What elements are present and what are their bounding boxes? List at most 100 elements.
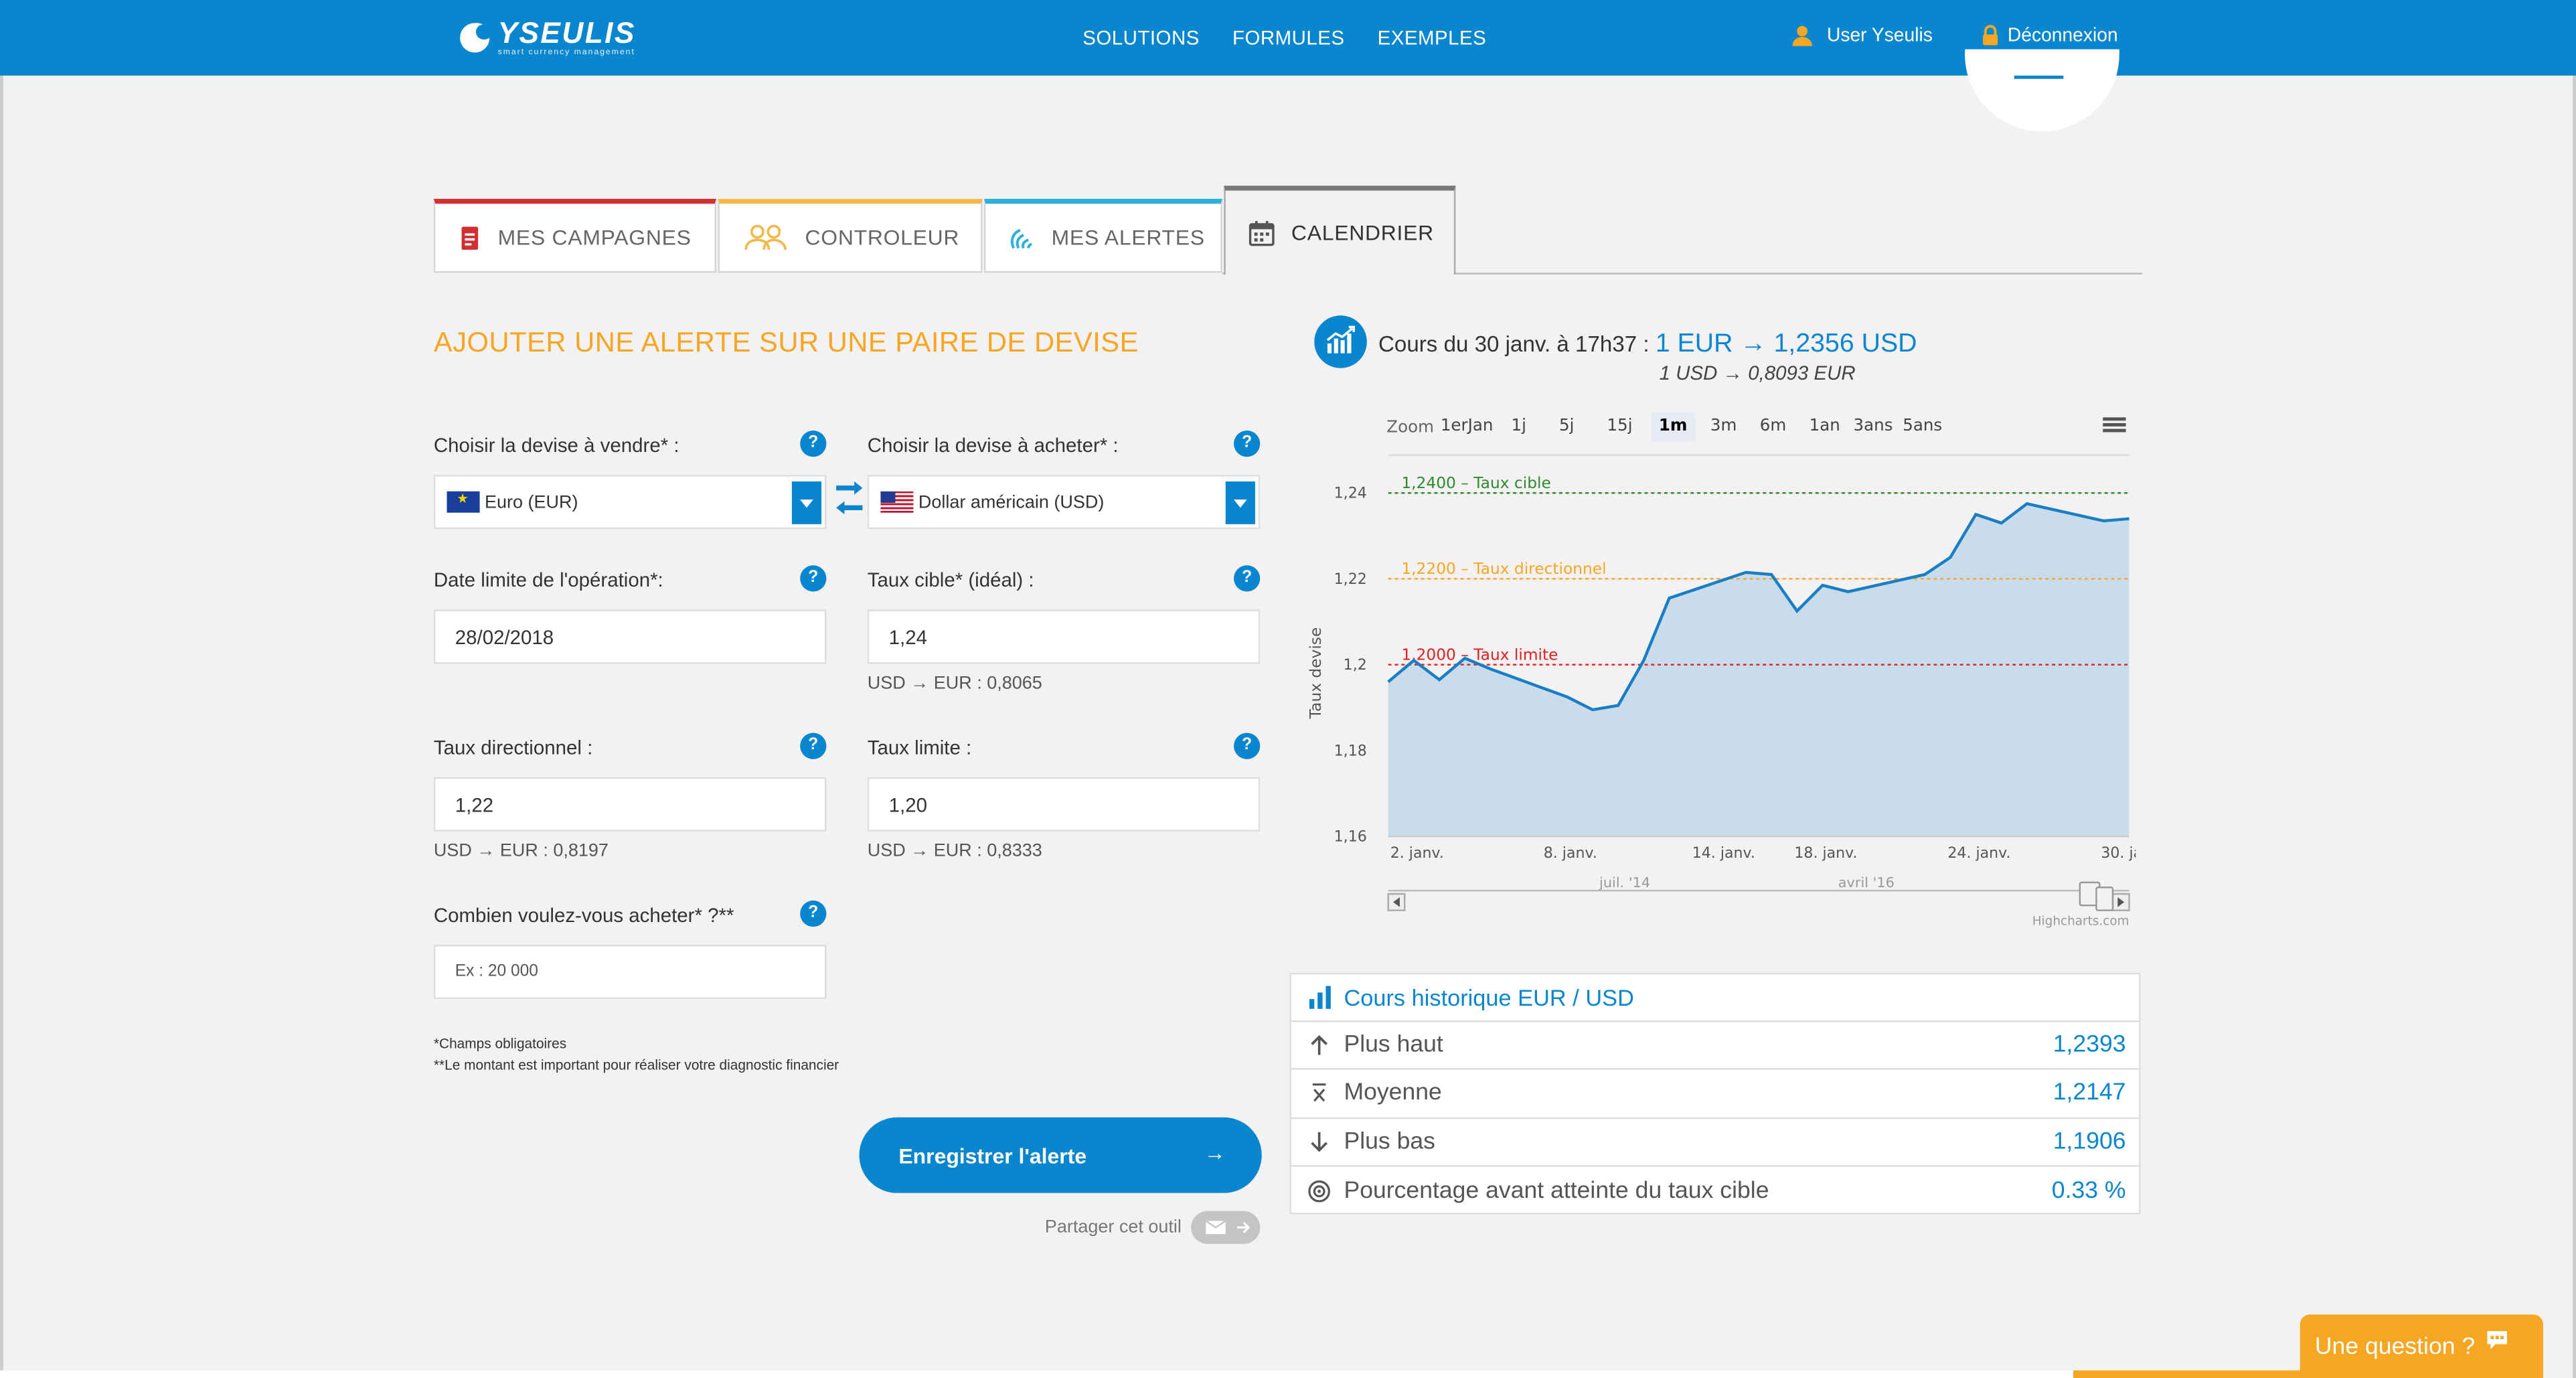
sell-currency-value: Euro (EUR) — [484, 492, 578, 512]
us-flag-icon — [880, 491, 914, 513]
question-label: Une question ? — [2314, 1333, 2476, 1360]
date-label: Date limite de l'opération*: — [433, 568, 663, 592]
nav-formules[interactable]: FORMULES — [1232, 26, 1345, 50]
chevron-down-icon[interactable] — [1225, 481, 1255, 524]
arrow-right-icon: → — [1204, 1140, 1226, 1165]
x-tick-label: 14. janv. — [1692, 845, 1755, 862]
stats-header: Cours historique EUR / USD — [1291, 974, 2140, 1022]
navigator-left-arrow-glyph — [1393, 897, 1400, 907]
lock-icon — [1983, 25, 1998, 46]
mean-icon — [1307, 1082, 1330, 1105]
zoom-6m[interactable]: 6m — [1759, 417, 1787, 436]
arrow-up-icon — [1307, 1034, 1330, 1057]
target-rate-conversion: USD → EUR : 0,8065 — [867, 674, 1042, 694]
tab-controleur-label: CONTROLEUR — [805, 225, 960, 250]
stats-label: Plus bas — [1344, 1128, 1435, 1155]
logout-label: Déconnexion — [2007, 25, 2118, 46]
zoom-1erjan[interactable]: 1erJan — [1440, 417, 1494, 436]
user-menu[interactable]: User Yseulis — [1791, 25, 1933, 48]
target-rate-input[interactable]: 1,24 — [867, 609, 1261, 664]
logo-tagline: smart currency management — [497, 48, 635, 58]
stats-value: 0.33 % — [2051, 1177, 2126, 1204]
x-tick-label: 8. janv. — [1544, 845, 1597, 862]
share-tool[interactable]: Partager cet outil — [1045, 1211, 1261, 1244]
rate-main: 1 EUR → 1,2356 USD — [1655, 330, 1917, 358]
buy-currency-select[interactable]: Dollar américain (USD) — [867, 475, 1261, 530]
limit-rate-input[interactable]: 1,20 — [867, 777, 1261, 832]
zoom-1j[interactable]: 1j — [1511, 417, 1526, 436]
chevron-down-icon[interactable] — [791, 481, 822, 524]
share-toggle[interactable] — [1191, 1211, 1261, 1244]
help-directional-icon[interactable]: ? — [800, 733, 827, 759]
directional-rate-conversion: USD → EUR : 0,8197 — [433, 841, 609, 861]
bottom-accent-strip — [2073, 1370, 2304, 1378]
document-icon — [459, 224, 481, 250]
amount-input[interactable]: Ex : 20 000 — [433, 945, 827, 1000]
save-alert-button[interactable]: Enregistrer l'alerte → — [859, 1117, 1262, 1193]
zoom-1an[interactable]: 1an — [1809, 417, 1840, 436]
amount-label: Combien voulez-vous acheter* ?** — [433, 903, 734, 927]
y-tick-label: 1,24 — [1334, 485, 1367, 502]
signal-icon — [1009, 224, 1035, 250]
tabs-underline — [1222, 273, 2143, 275]
historical-stats-table: Cours historique EUR / USD Plus haut 1,2… — [1289, 972, 2141, 1215]
logo-name: YSEULIS — [497, 16, 636, 50]
zoom-5j[interactable]: 5j — [1558, 417, 1575, 436]
help-buy-icon[interactable]: ? — [1234, 430, 1261, 457]
help-limit-icon[interactable]: ? — [1234, 733, 1261, 759]
bar-chart-icon — [1309, 986, 1331, 1009]
help-date-icon[interactable]: ? — [800, 565, 827, 592]
target-icon — [1307, 1179, 1330, 1202]
logout-link[interactable]: Déconnexion — [1982, 25, 2118, 46]
chat-bubble-icon — [2486, 1330, 2506, 1349]
stats-label: Moyenne — [1344, 1080, 1442, 1107]
logo-mark-icon — [457, 19, 493, 56]
directional-rate-input[interactable]: 1,22 — [433, 777, 827, 832]
arrow-down-icon — [1307, 1130, 1330, 1153]
help-amount-icon[interactable]: ? — [800, 900, 827, 927]
tab-calendrier[interactable]: CALENDRIER — [1224, 185, 1456, 275]
zoom-5ans[interactable]: 5ans — [1903, 417, 1943, 436]
navigator-right-arrow-glyph — [2117, 897, 2125, 907]
limit-rate-label: Taux limite : — [867, 736, 972, 759]
navigator-handle — [2095, 886, 2114, 911]
user-name: User Yseulis — [1826, 26, 1933, 46]
tab-campagnes[interactable]: MES CAMPAGNES — [433, 198, 716, 273]
logo[interactable]: YSEULIS smart currency management — [457, 15, 636, 61]
share-label: Partager cet outil — [1044, 1217, 1182, 1237]
x-tick-label: 24. janv. — [1947, 845, 2010, 862]
stats-row-mean: Moyenne 1,2147 — [1291, 1070, 2140, 1119]
eu-flag-icon — [447, 491, 480, 513]
help-target-icon[interactable]: ? — [1234, 565, 1261, 592]
zoom-3ans[interactable]: 3ans — [1853, 417, 1893, 436]
date-input[interactable]: 28/02/2018 — [433, 609, 827, 664]
directional-rate-label: Taux directionnel : — [433, 736, 593, 759]
x-tick-label: 2. janv. — [1390, 845, 1444, 862]
stats-row-high: Plus haut 1,2393 — [1291, 1022, 2140, 1071]
stats-row-low: Plus bas 1,1906 — [1291, 1118, 2140, 1167]
swap-currencies-icon[interactable] — [833, 478, 866, 518]
question-chat-button[interactable]: Une question ? — [2300, 1314, 2543, 1378]
plot-line-label: 1,2400 – Taux cible — [1401, 474, 1550, 492]
exchange-rate-chart: 1,16 1,18 1,2 1,22 1,24 Taux devise 1,2400 – T… — [1307, 454, 2136, 929]
rate-inverse: 1 USD → 0,8093 EUR — [1659, 361, 1856, 385]
nav-exemples[interactable]: EXEMPLES — [1377, 26, 1487, 50]
nav-solutions[interactable]: SOLUTIONS — [1082, 26, 1200, 50]
help-sell-icon[interactable]: ? — [800, 430, 827, 457]
tab-alertes[interactable]: MES ALERTES — [984, 198, 1222, 273]
envelope-icon — [1206, 1220, 1251, 1235]
rate-headline: Cours du 30 janv. à 17h37 : 1 EUR → 1,23… — [1378, 330, 1917, 360]
main-nav: SOLUTIONS FORMULES EXEMPLES — [1082, 0, 1519, 76]
zoom-1m[interactable]: 1m — [1650, 412, 1696, 443]
tab-controleur[interactable]: CONTROLEUR — [718, 198, 983, 273]
plot-line-label: 1,2000 – Taux limite — [1401, 645, 1558, 664]
zoom-3m[interactable]: 3m — [1710, 417, 1737, 436]
top-bar: YSEULIS smart currency management SOLUTI… — [0, 0, 2576, 76]
buy-currency-value: Dollar américain (USD) — [918, 492, 1105, 512]
stats-value: 1,2147 — [2052, 1080, 2126, 1107]
hamburger-menu-icon[interactable] — [2099, 411, 2129, 437]
sell-currency-select[interactable]: Euro (EUR) — [433, 475, 827, 530]
zoom-15j[interactable]: 15j — [1607, 417, 1633, 436]
y-tick-label: 1,22 — [1334, 571, 1367, 588]
